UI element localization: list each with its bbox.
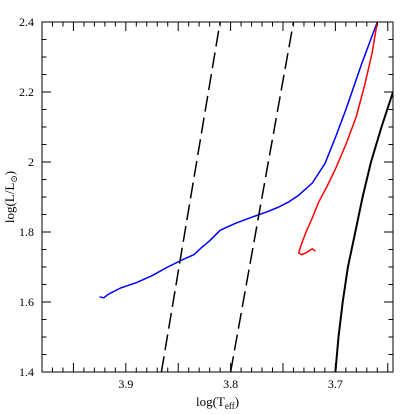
y-tick-label: 2 xyxy=(28,155,34,169)
series-line-3 xyxy=(334,91,393,372)
tick-layer: 1.4 1.6 1.8 2 2.2 2.4 3.9 3.8 3.7 xyxy=(19,15,393,391)
y-tick-label: 2.4 xyxy=(19,15,34,29)
x-axis-label: log(Teff) xyxy=(196,394,239,411)
x-tick-label: 3.8 xyxy=(223,377,238,391)
series-line-2 xyxy=(297,22,379,256)
y-tick-label: 2.2 xyxy=(19,85,34,99)
series-layer xyxy=(99,22,393,372)
x-tick-label: 3.7 xyxy=(328,377,343,391)
y-tick-label: 1.4 xyxy=(19,365,34,379)
series-line-1 xyxy=(99,22,379,299)
x-tick-label: 3.9 xyxy=(118,377,133,391)
y-tick-label: 1.8 xyxy=(19,225,34,239)
y-tick-label: 1.6 xyxy=(19,295,34,309)
series-line-4 xyxy=(160,22,221,372)
y-axis-label: log(L/L⊙) xyxy=(2,171,19,223)
series-line-5 xyxy=(229,22,295,372)
